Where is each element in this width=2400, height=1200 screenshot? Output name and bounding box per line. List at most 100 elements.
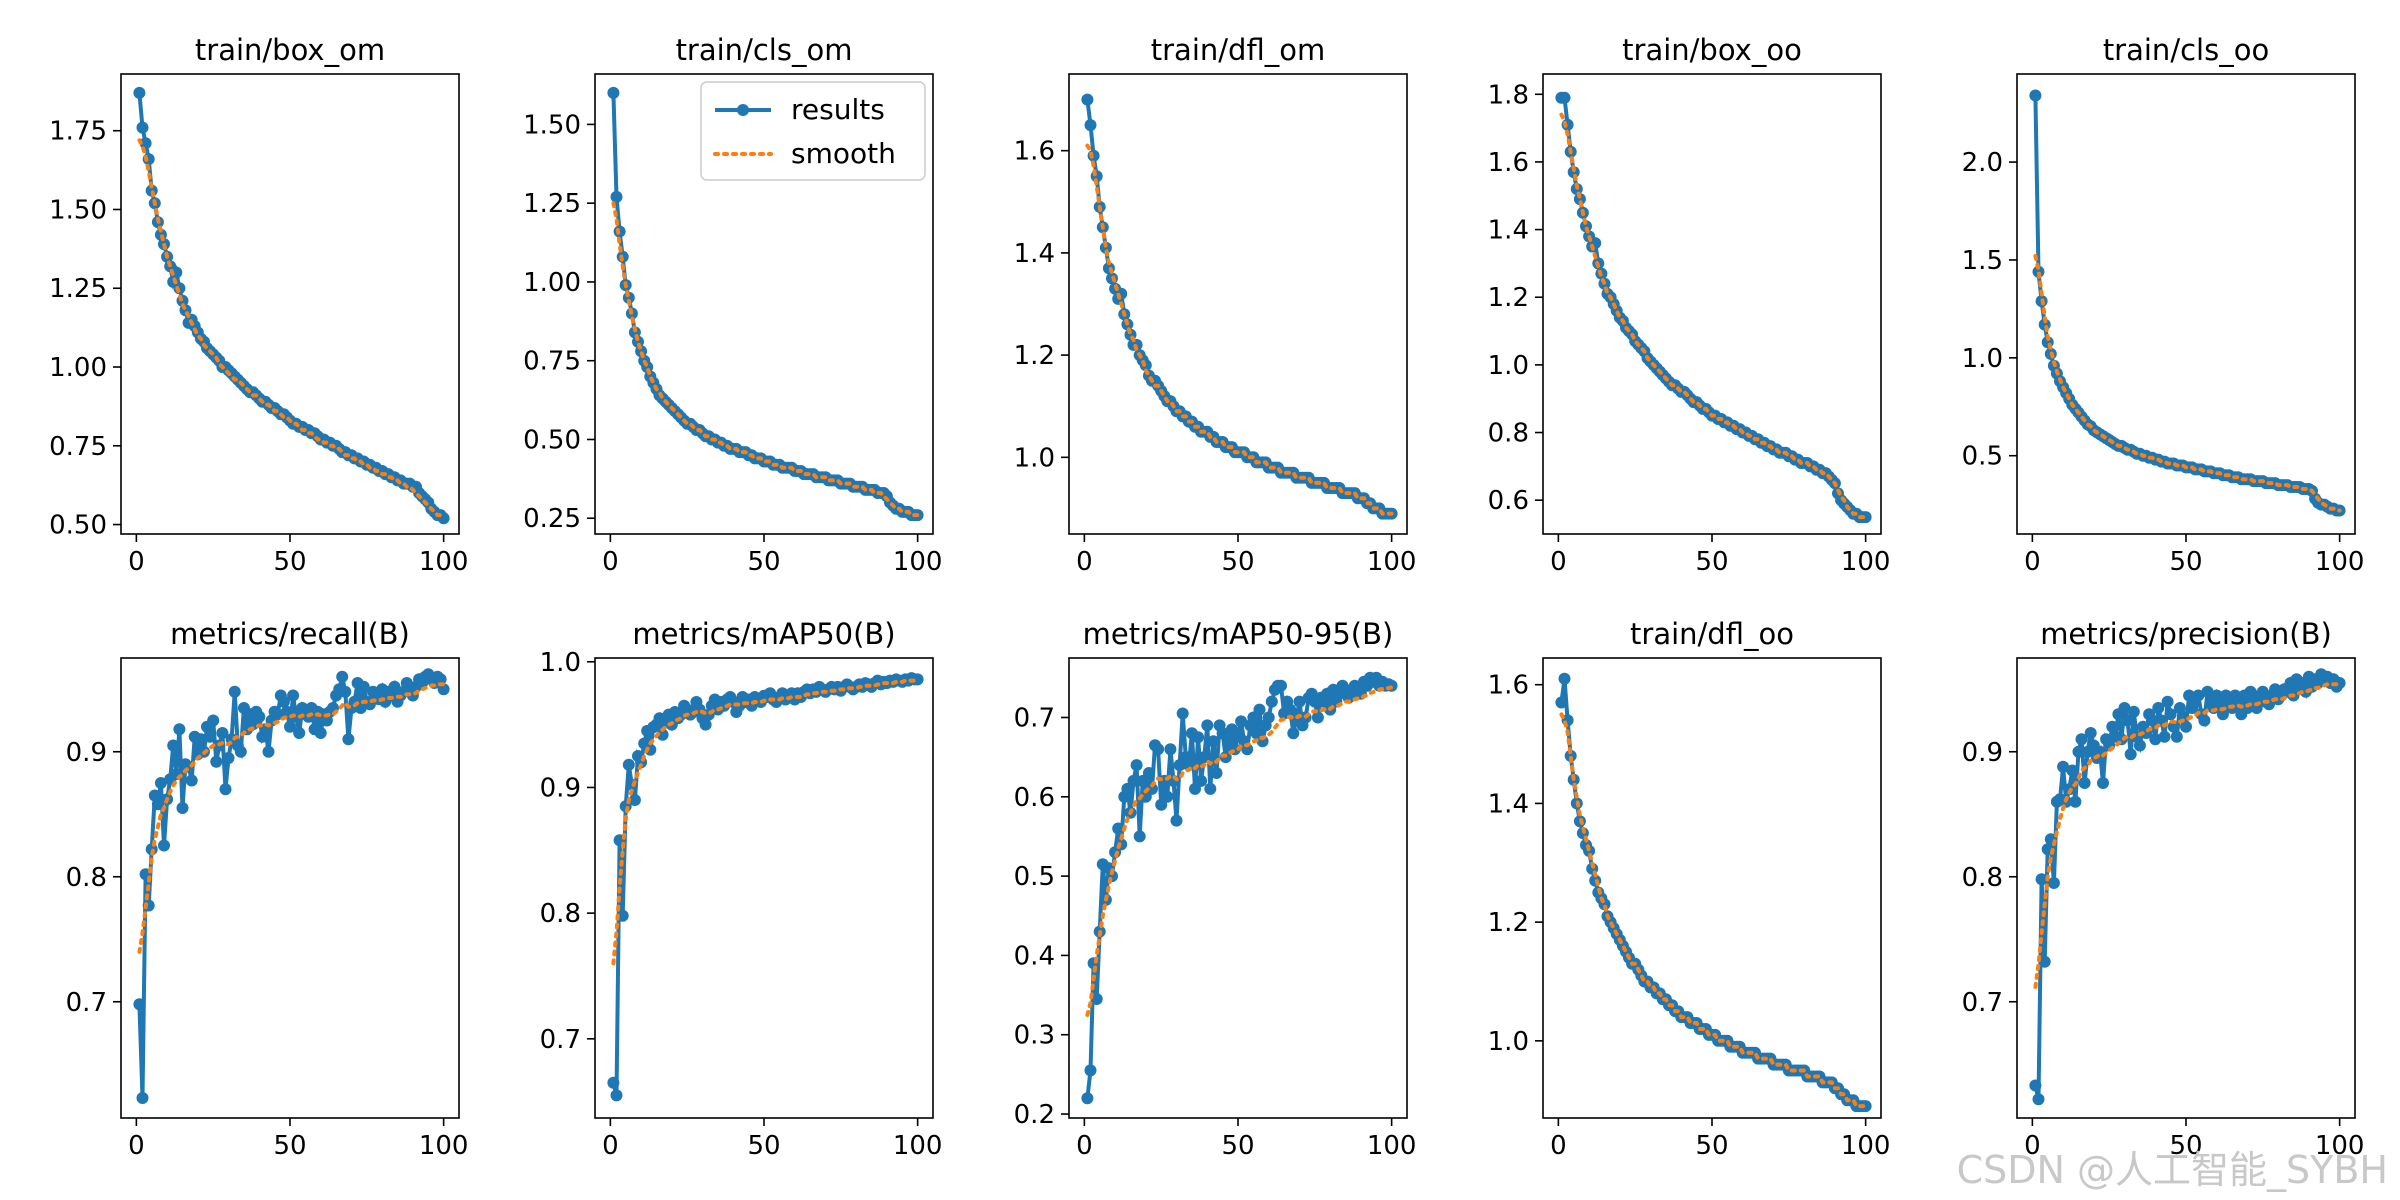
y-tick-label: 0.75 — [523, 347, 581, 377]
y-tick-label: 0.9 — [1962, 738, 2003, 768]
smooth-series-line — [1085, 685, 1394, 1017]
x-tick-label: 50 — [1221, 1131, 1254, 1161]
x-tick-label: 50 — [747, 547, 780, 577]
results-point — [388, 680, 401, 693]
results-point — [219, 783, 232, 796]
results-point — [2097, 777, 2109, 789]
y-tick-label: 0.9 — [540, 773, 581, 803]
results-point — [271, 708, 284, 721]
y-tick-label: 1.2 — [1488, 283, 1529, 313]
results-point — [1192, 731, 1205, 744]
results-point — [1287, 727, 1300, 740]
results-point — [210, 755, 223, 768]
y-tick-label: 1.4 — [1014, 239, 1055, 269]
chart-panel-train-dfl-om: train/dfl_om 0 50 100 1.0 1.2 1.4 1.6 — [1014, 33, 1417, 577]
y-tick-label: 1.0 — [540, 648, 581, 678]
results-point — [2146, 714, 2159, 727]
results-point — [2075, 733, 2088, 746]
results-point — [1265, 695, 1278, 708]
results-point — [610, 190, 623, 203]
x-tick-label: 50 — [273, 1131, 306, 1161]
x-tick-label: 0 — [1550, 547, 1567, 577]
chart-panel-metrics-map50-95-b: metrics/mAP50-95(B) 0 50 100 0.2 0.3 0.4 0.5 0.6… — [1014, 617, 1417, 1161]
results-point — [2198, 714, 2211, 727]
legend-results-label: results — [791, 93, 885, 126]
results-point — [1112, 822, 1125, 835]
y-tick-label: 0.4 — [1014, 941, 1055, 971]
results-point — [1090, 993, 1103, 1005]
y-tick-label: 1.00 — [49, 353, 107, 383]
results-point — [2180, 720, 2192, 733]
results-point — [1253, 703, 1266, 716]
results-point — [2078, 777, 2091, 789]
y-tick-label: 1.0 — [1488, 351, 1529, 381]
results-point — [280, 705, 293, 718]
y-tick-label: 0.8 — [66, 863, 107, 893]
smooth-series-line — [1559, 712, 1868, 1109]
results-point — [1204, 782, 1217, 795]
results-point — [1558, 672, 1571, 685]
x-tick-label: 100 — [2315, 1131, 2365, 1161]
results-point — [2256, 685, 2269, 698]
x-tick-label: 50 — [1695, 1131, 1728, 1161]
results-point — [2170, 730, 2183, 743]
results-point — [1146, 782, 1158, 795]
y-tick-label: 0.8 — [540, 899, 581, 929]
y-tick-label: 1.75 — [49, 117, 107, 147]
y-tick-label: 0.5 — [1014, 862, 1055, 892]
x-tick-label: 100 — [1367, 1131, 1417, 1161]
y-tick-label: 0.75 — [49, 432, 107, 462]
results-point — [911, 673, 924, 686]
results-point — [2029, 1079, 2042, 1092]
results-point — [136, 121, 149, 134]
results-point — [133, 998, 146, 1011]
results-point — [616, 909, 629, 922]
x-tick-label: 100 — [893, 547, 943, 577]
results-point — [2124, 748, 2137, 761]
chart-panel-train-box-om: train/box_om 0 50 100 0.50 0.75 1.00 1.25 1.50 1.… — [49, 33, 468, 577]
y-tick-label: 0.7 — [1962, 988, 2003, 1018]
results-point — [1084, 1064, 1097, 1077]
results-point — [1275, 679, 1287, 692]
results-point — [2152, 702, 2165, 714]
results-point — [167, 739, 180, 752]
results-point — [2201, 685, 2214, 698]
smooth-series-line — [2033, 681, 2342, 989]
x-tick-label: 0 — [2024, 1131, 2041, 1161]
chart-title: train/box_om — [195, 33, 385, 67]
x-tick-label: 0 — [128, 547, 145, 577]
results-point — [2167, 720, 2180, 733]
y-tick-label: 1.50 — [49, 195, 107, 225]
results-point — [1170, 814, 1183, 827]
results-point — [293, 727, 306, 739]
chart-title: train/cls_om — [676, 33, 853, 67]
y-tick-label: 1.50 — [523, 110, 581, 140]
y-tick-label: 1.25 — [49, 274, 107, 304]
legend-box — [700, 81, 926, 181]
results-point — [607, 86, 620, 99]
results-point — [136, 1092, 149, 1104]
legend-results-marker — [737, 104, 749, 116]
y-tick-label: 0.8 — [1962, 863, 2003, 893]
chart-panel-train-dfl-oo: train/dfl_oo 0 50 100 1.0 1.2 1.4 1.6 — [1488, 617, 1891, 1161]
x-tick-label: 100 — [1841, 1131, 1891, 1161]
y-tick-label: 1.0 — [1014, 443, 1055, 473]
smooth-series-line — [137, 682, 446, 954]
results-point — [2069, 795, 2082, 808]
smooth-series-line — [2033, 254, 2342, 513]
results-point — [133, 86, 146, 99]
results-point — [607, 1076, 620, 1089]
x-tick-label: 50 — [2169, 547, 2202, 577]
results-point — [176, 802, 189, 814]
y-tick-label: 0.3 — [1014, 1021, 1055, 1051]
results-point — [1161, 790, 1174, 803]
results-point — [222, 752, 235, 764]
smooth-series-line — [1559, 112, 1868, 520]
results-point — [139, 137, 152, 150]
results-point — [357, 680, 370, 693]
results-point — [628, 794, 641, 806]
chart-title: metrics/mAP50(B) — [632, 617, 895, 651]
results-point — [1087, 149, 1100, 162]
x-tick-label: 50 — [747, 1131, 780, 1161]
results-point — [1241, 743, 1254, 756]
